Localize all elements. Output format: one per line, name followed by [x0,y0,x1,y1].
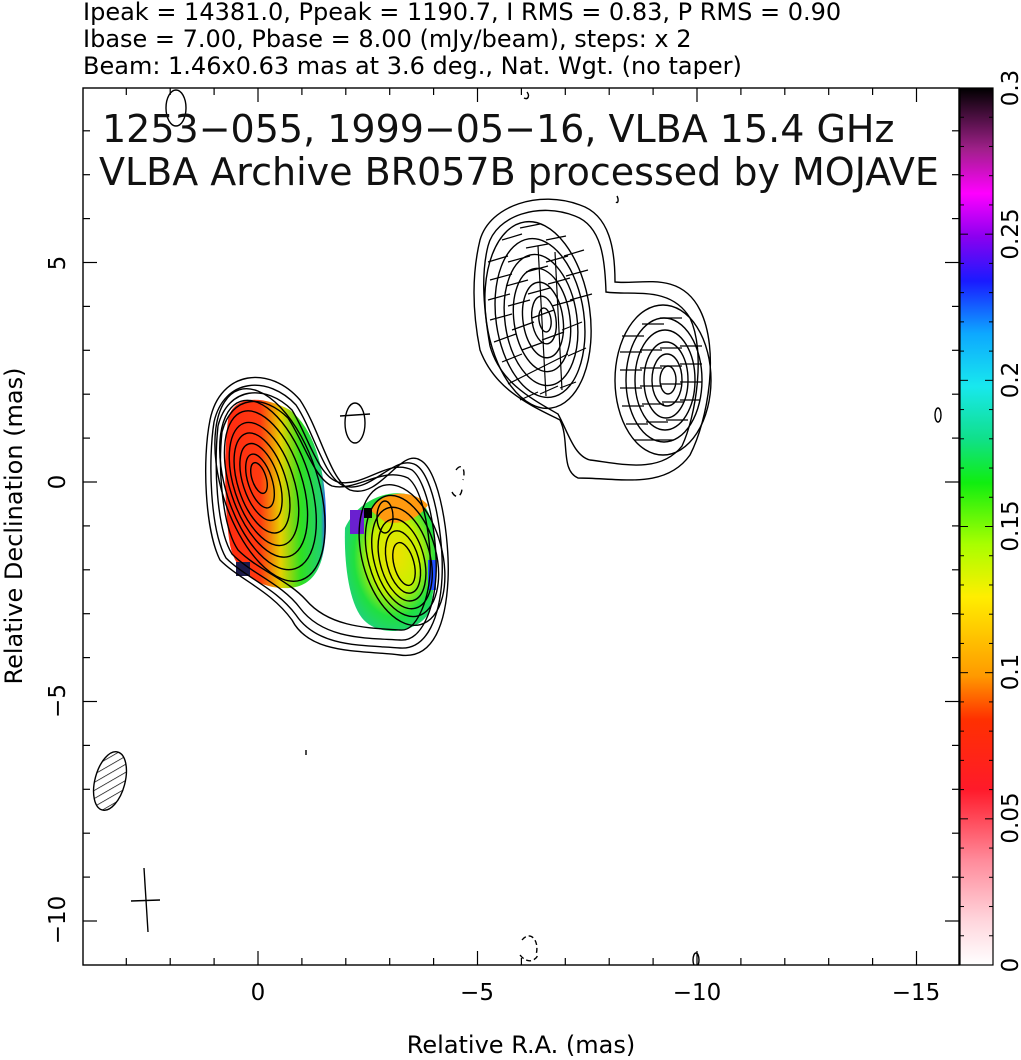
x-tick-label: −5 [460,980,494,1006]
intensity-contours [165,89,942,965]
header-line-1: Ipeak = 14381.0, Ppeak = 1190.7, I RMS =… [83,0,841,26]
map-label-archive: VLBA Archive BR057B processed by MOJAVE [99,150,939,194]
y-tick-label: 0 [45,475,71,490]
header-line-3: Beam: 1.46x0.63 mas at 3.6 deg., Nat. Wg… [83,52,742,80]
cross-marker [130,867,161,933]
y-axis-label: Relative Declination (mas) [0,367,28,684]
beam-ellipse [92,751,128,811]
x-tick-label: −15 [892,980,941,1006]
y-tick-label: −5 [45,684,71,718]
evpa-vectors [487,223,593,401]
colorbar-tick-label: 0.2 [998,362,1021,399]
polarization-knot-black [364,508,372,518]
axis-ticks [83,88,959,965]
x-axis-label: Relative R.A. (mas) [407,1031,635,1059]
colorbar-tick-label: 0 [998,958,1021,973]
x-tick-label: −10 [673,980,722,1006]
colorbar-tick-label: 0.3 [998,70,1021,107]
y-tick-label: 5 [45,256,71,271]
colorbar-ticks [960,87,993,966]
map-area [92,89,942,965]
evpa-vectors-horizontal [620,317,702,441]
y-tick-label: −10 [45,896,71,945]
map-frame [82,87,960,966]
jet-component-contours [473,198,712,481]
colorbar-tick-label: 0.05 [998,792,1021,843]
x-tick-label: 0 [251,980,266,1006]
header-line-2: Ibase = 7.00, Pbase = 8.00 (mJy/beam), s… [83,25,692,53]
polarization-knot-region [344,493,436,632]
polarization-core-region [225,399,326,589]
colorbar-tick-label: 0.25 [998,208,1021,259]
colorbar-tick-label: 0.15 [998,500,1021,551]
colorbar-tick-label: 0.1 [998,654,1021,691]
map-label-source: 1253−055, 1999−05−16, VLBA 15.4 GHz [102,107,894,151]
